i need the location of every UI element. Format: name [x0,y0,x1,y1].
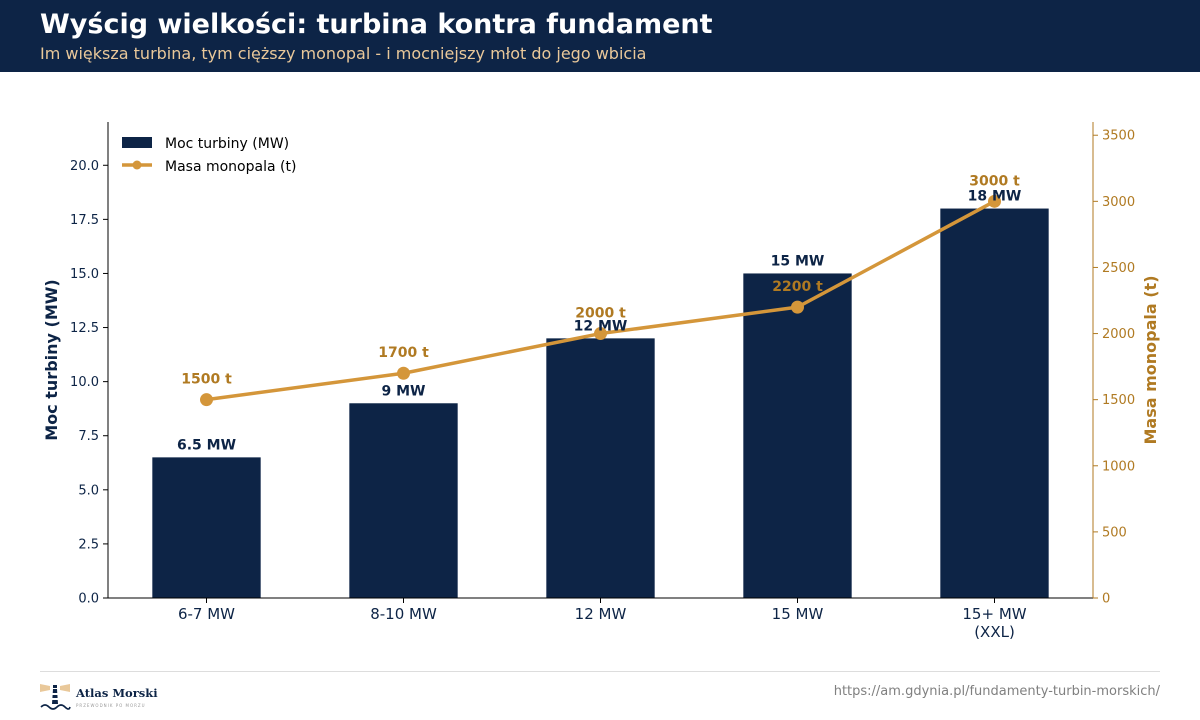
y-tick-label: 2.5 [78,537,99,552]
x-tick-label: 8-10 MW [370,605,437,623]
y-right-axis-label: Masa monopala (t) [1141,275,1160,444]
y-tick-label: 5.0 [78,483,99,498]
bar-data-label: 6.5 MW [177,437,236,453]
y-tick-label: 7.5 [78,429,99,444]
x-tick-label: 15+ MW (XXL) [962,605,1026,641]
legend-bar-swatch [122,137,152,148]
source-link[interactable]: https://am.gdynia.pl/fundamenty-turbin-m… [833,684,1160,699]
bar [349,403,458,598]
y-right-tick-label: 3000 [1102,195,1135,210]
bar [152,457,261,598]
bar-data-label: 15 MW [771,253,825,269]
y-right-tick-label: 0 [1102,592,1110,607]
bar-data-label: 9 MW [382,383,426,399]
legend-bar-label: Moc turbiny (MW) [165,136,289,152]
line-data-label: 3000 t [969,173,1020,189]
x-tick-label: 12 MW [575,605,627,623]
bar-data-label: 12 MW [574,318,628,334]
y-right-tick-label: 1000 [1102,459,1135,474]
y-tick-label: 15.0 [70,267,99,282]
line-data-label: 1500 t [181,372,232,388]
line-data-label: 2000 t [575,306,626,322]
y-tick-label: 0.0 [78,592,99,607]
legend-line-marker [132,160,142,170]
header-banner: Wyścig wielkości: turbina kontra fundame… [0,0,1200,72]
line-data-label: 2200 t [772,279,823,295]
y-right-tick-label: 2500 [1102,261,1135,276]
y-tick-label: 17.5 [70,213,99,228]
y-right-tick-label: 2000 [1102,327,1135,342]
bar-data-label: 18 MW [968,189,1022,205]
y-tick-label: 10.0 [70,375,99,390]
lighthouse-icon [40,684,71,710]
line-point [594,327,607,341]
logo-tagline: PRZEWODNIK PO MORZU [76,703,146,708]
bar [546,338,655,598]
y-axis-label: Moc turbiny (MW) [42,279,61,440]
line-point [791,300,804,314]
line-point [397,366,410,380]
bar [743,273,852,598]
bar [940,208,1049,598]
atlas-morski-logo: Atlas Morski PRZEWODNIK PO MORZU [40,682,200,712]
line-point [988,194,1001,208]
y-right-tick-label: 1500 [1102,393,1135,408]
y-right-tick-label: 500 [1102,525,1127,540]
legend-line-label: Masa monopala (t) [165,159,296,175]
page-title: Wyścig wielkości: turbina kontra fundame… [40,9,713,40]
y-tick-label: 12.5 [70,321,99,336]
x-tick-label: 15 MW [772,605,824,623]
logo-name: Atlas Morski [76,686,158,700]
x-tick-label: 6-7 MW [178,605,235,623]
footer-divider [40,671,1160,672]
line-data-label: 1700 t [378,345,429,361]
y-right-tick-label: 3500 [1102,129,1135,144]
page-subtitle: Im większa turbina, tym cięższy monopal … [40,44,647,63]
y-tick-label: 20.0 [70,159,99,174]
line-point [200,393,213,407]
